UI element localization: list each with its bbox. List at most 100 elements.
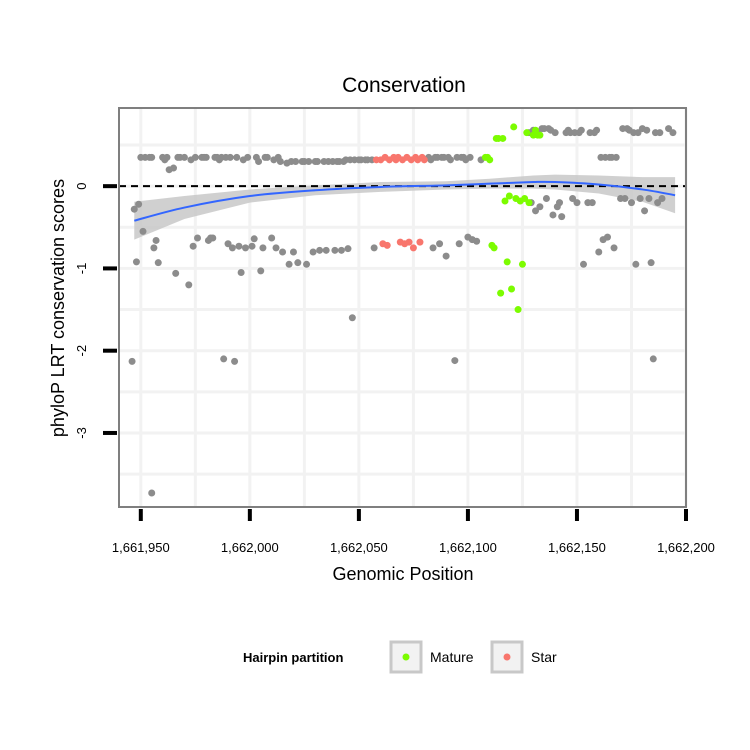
point-other (636, 194, 644, 202)
point-other (595, 248, 603, 256)
point-star (405, 238, 413, 246)
point-other (577, 126, 585, 134)
point-other (641, 207, 649, 215)
point-other (248, 242, 256, 250)
y-axis-title: phyloP LRT conservation scores (48, 179, 68, 437)
point-mature (501, 197, 509, 205)
point-other (331, 246, 339, 254)
point-other (185, 281, 193, 289)
point-other (610, 244, 618, 252)
point-other (154, 259, 162, 267)
point-other (442, 252, 450, 260)
point-other (135, 200, 143, 208)
x-axis-title: Genomic Position (332, 564, 473, 584)
legend-star-dot (503, 653, 511, 661)
point-other (313, 157, 321, 165)
y-tick-label: -1 (74, 263, 89, 275)
point-mature (514, 306, 522, 314)
point-other (224, 240, 232, 248)
point-mature (525, 199, 533, 207)
point-other (446, 156, 454, 164)
point-star (383, 241, 391, 249)
point-mature (505, 192, 513, 200)
point-other (532, 207, 540, 215)
point-other (279, 248, 287, 256)
x-tick-label: 1,662,050 (330, 540, 388, 555)
point-other (292, 157, 300, 165)
x-tick-label: 1,662,150 (548, 540, 606, 555)
point-other (150, 244, 158, 252)
legend-mature-dot (402, 653, 410, 661)
point-other (580, 260, 588, 268)
legend-title: Hairpin partition (243, 650, 343, 665)
legend-label-star: Star (531, 649, 557, 665)
point-other (632, 260, 640, 268)
point-other (130, 205, 138, 213)
point-other (268, 234, 276, 242)
point-other (257, 267, 265, 275)
point-other (228, 244, 236, 252)
x-tick-label: 1,662,100 (439, 540, 497, 555)
point-other (202, 153, 210, 161)
point-other (429, 244, 437, 252)
smooth-trend-line (134, 180, 676, 222)
point-mature (497, 289, 505, 297)
point-other (180, 153, 188, 161)
y-axis: 0 -1 -2 -3 (74, 183, 117, 439)
point-other (455, 240, 463, 248)
point-other (316, 246, 324, 254)
point-star (420, 156, 428, 164)
point-mature (536, 131, 544, 139)
point-other (209, 234, 217, 242)
point-other (233, 153, 241, 161)
point-other (654, 199, 662, 207)
point-other (558, 213, 566, 221)
point-other (649, 355, 657, 363)
point-star (409, 244, 417, 252)
point-other (344, 245, 352, 253)
point-mature (499, 134, 507, 142)
point-other (189, 242, 197, 250)
point-other (621, 194, 629, 202)
point-other (669, 129, 677, 137)
point-other (536, 203, 544, 211)
point-other (255, 157, 263, 165)
point-other (241, 244, 249, 252)
point-mature (508, 285, 516, 293)
point-other (451, 357, 459, 365)
point-other (466, 153, 474, 161)
data-points (128, 123, 677, 497)
point-other (551, 129, 559, 137)
point-other (627, 199, 635, 207)
point-mature (503, 258, 511, 266)
point-other (259, 244, 267, 252)
point-other (337, 246, 345, 254)
x-tick-label: 1,662,200 (657, 540, 715, 555)
point-other (139, 227, 147, 235)
point-other (656, 129, 664, 137)
point-other (612, 153, 620, 161)
point-star (416, 238, 424, 246)
point-other (665, 125, 673, 133)
point-mature (518, 260, 526, 268)
panel-border (118, 107, 687, 508)
point-other (473, 237, 481, 245)
point-other (226, 153, 234, 161)
point-other (163, 153, 171, 161)
point-other (231, 357, 239, 365)
point-other (647, 259, 655, 267)
chart-title: Conservation (342, 74, 466, 97)
point-other (370, 244, 378, 252)
point-mature (490, 244, 498, 252)
point-other (556, 199, 564, 207)
point-other (569, 194, 577, 202)
point-other (285, 260, 293, 268)
point-other (272, 244, 280, 252)
point-other (148, 153, 156, 161)
confidence-ribbon (134, 174, 676, 240)
plot-panel (118, 107, 688, 508)
point-other (235, 242, 243, 250)
point-other (250, 235, 258, 243)
point-other (549, 211, 557, 219)
